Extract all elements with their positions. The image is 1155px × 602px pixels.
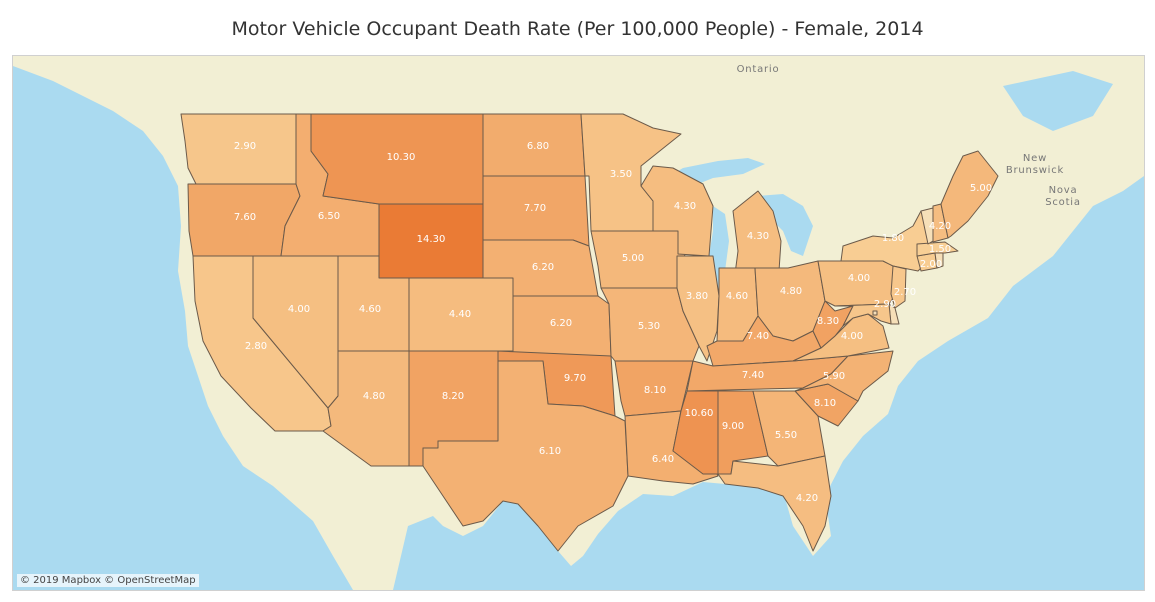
value-label-wi: 4.30 (674, 201, 696, 212)
value-label-la: 6.40 (652, 454, 674, 465)
value-label-ct: 2.00 (920, 259, 942, 270)
value-label-wv: 8.30 (817, 316, 839, 327)
value-label-nj: 2.70 (894, 287, 916, 298)
choropleth-map[interactable]: 2.90 7.60 2.80 6.50 4.00 10.30 14.30 4.60 4.80 4.… (12, 55, 1145, 591)
value-label-az: 4.80 (363, 391, 385, 402)
value-label-ny: 1.80 (882, 233, 904, 244)
value-label-oh: 4.80 (780, 286, 802, 297)
value-label-pa: 4.00 (848, 273, 870, 284)
place-label-nova-scotia-2: Scotia (1045, 197, 1081, 208)
value-label-wa: 2.90 (234, 141, 256, 152)
value-label-ca: 2.80 (245, 341, 267, 352)
value-label-ar: 8.10 (644, 385, 666, 396)
value-label-me: 5.00 (970, 183, 992, 194)
state-nc[interactable] (794, 350, 894, 402)
value-label-va: 4.00 (841, 331, 863, 342)
place-label-ontario: Ontario (737, 64, 780, 75)
value-label-tn: 7.40 (742, 370, 764, 381)
value-label-ga: 5.50 (775, 430, 797, 441)
state-il[interactable] (676, 255, 720, 362)
value-label-mt: 10.30 (387, 152, 416, 163)
value-label-wy: 14.30 (417, 234, 446, 245)
value-label-co: 4.40 (449, 309, 471, 320)
value-label-sd: 7.70 (524, 203, 546, 214)
value-label-ma: 1.50 (929, 244, 951, 255)
place-label-new-brunswick-1: New (1023, 153, 1047, 164)
value-label-id: 6.50 (318, 211, 340, 222)
value-label-nh: 4.20 (929, 221, 951, 232)
value-label-mn: 3.50 (610, 169, 632, 180)
value-label-ok: 9.70 (564, 373, 586, 384)
value-label-ut: 4.60 (359, 304, 381, 315)
state-tx[interactable] (422, 360, 629, 552)
state-nj[interactable] (890, 265, 907, 309)
state-me[interactable] (940, 150, 999, 239)
value-label-tx: 6.10 (539, 446, 561, 457)
value-label-fl: 4.20 (796, 493, 818, 504)
value-label-il: 3.80 (686, 291, 708, 302)
value-label-md: 2.90 (874, 299, 896, 310)
value-label-ne: 6.20 (532, 262, 554, 273)
value-label-ks: 6.20 (550, 318, 572, 329)
state-fl[interactable] (717, 455, 832, 552)
value-label-ia: 5.00 (622, 253, 644, 264)
northern-water (1003, 71, 1113, 131)
map-attribution[interactable]: © 2019 Mapbox © OpenStreetMap (17, 574, 199, 587)
value-label-ms: 10.60 (685, 408, 714, 419)
value-label-nm: 8.20 (442, 391, 464, 402)
value-label-al: 9.00 (722, 421, 744, 432)
state-dc[interactable] (872, 310, 878, 316)
state-ma[interactable] (916, 241, 959, 257)
value-label-or: 7.60 (234, 212, 256, 223)
value-label-in: 4.60 (726, 291, 748, 302)
map-title: Motor Vehicle Occupant Death Rate (Per 1… (231, 18, 924, 40)
value-label-mi: 4.30 (747, 231, 769, 242)
value-label-nc: 5.90 (823, 371, 845, 382)
value-label-ky: 7.40 (747, 331, 769, 342)
value-label-sc: 8.10 (814, 398, 836, 409)
value-label-mo: 5.30 (638, 321, 660, 332)
place-label-new-brunswick-2: Brunswick (1006, 165, 1064, 176)
value-label-nv: 4.00 (288, 304, 310, 315)
state-wi[interactable] (640, 165, 714, 257)
map-canvas[interactable]: 2.90 7.60 2.80 6.50 4.00 10.30 14.30 4.60 4.80 4.… (13, 56, 1144, 590)
state-md[interactable] (834, 303, 892, 327)
value-label-nd: 6.80 (527, 141, 549, 152)
place-label-nova-scotia-1: Nova (1049, 185, 1078, 196)
